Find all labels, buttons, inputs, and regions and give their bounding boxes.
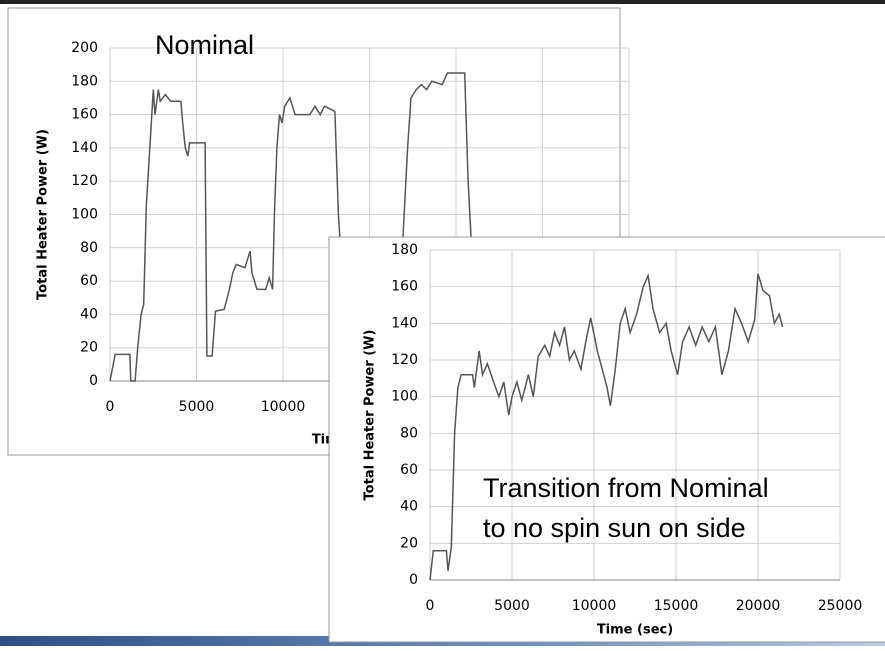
chart-transition: 0 20 40 60 80 100 120 140 160 180 0 5000 10000 15000 2… [328, 236, 885, 643]
annotation: to no spin sun on side [483, 513, 746, 543]
y-tick-label: 120 [391, 352, 418, 368]
x-tick-label: 10000 [572, 598, 617, 614]
y-tick-label: 80 [80, 240, 98, 256]
y-tick-label: 40 [80, 306, 98, 322]
y-tick-label: 100 [71, 207, 98, 223]
x-tick-label: 10000 [261, 399, 306, 415]
x-tick-label: 0 [106, 399, 115, 415]
y-tick-label: 160 [391, 279, 418, 295]
x-tick-label: 0 [426, 598, 435, 614]
x-tick-label: 15000 [654, 598, 699, 614]
annotation: Transition from Nominal [483, 473, 769, 503]
y-tick-label: 60 [80, 273, 98, 289]
y-tick-label: 120 [71, 173, 98, 189]
x-tick-label: 25000 [818, 598, 863, 614]
y-tick-label: 180 [391, 242, 418, 258]
y-tick-label: 20 [80, 340, 98, 356]
y-tick-label: 140 [71, 140, 98, 156]
data-line [109, 72, 500, 382]
data-line [429, 273, 784, 581]
y-tick-label: 60 [400, 462, 418, 478]
y-axis-label: Total Heater Power (W) [36, 129, 51, 300]
y-tick-label: 0 [409, 572, 418, 588]
annotation: Nominal [155, 30, 254, 60]
x-tick-label: 5000 [179, 399, 215, 415]
chart-frame [328, 236, 885, 643]
x-tick-label: 5000 [494, 598, 530, 614]
y-tick-label: 40 [400, 499, 418, 515]
y-tick-label: 200 [71, 40, 98, 56]
y-tick-label: 80 [400, 425, 418, 441]
x-tick-label: 20000 [736, 598, 781, 614]
y-axis-label: Total Heater Power (W) [363, 330, 378, 501]
y-tick-label: 0 [89, 373, 98, 389]
y-tick-label: 180 [71, 73, 98, 89]
y-tick-label: 140 [391, 315, 418, 331]
y-tick-label: 160 [71, 107, 98, 123]
x-axis-label: Time (sec) [597, 623, 673, 638]
top-bar [0, 0, 885, 4]
y-tick-label: 20 [400, 535, 418, 551]
y-tick-label: 100 [391, 389, 418, 405]
